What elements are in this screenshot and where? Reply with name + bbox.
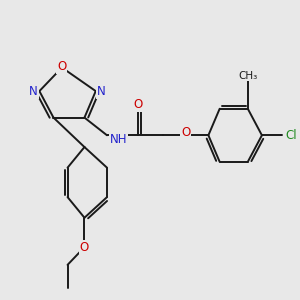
Text: O: O — [181, 126, 190, 140]
Text: N: N — [29, 85, 38, 98]
Text: CH₃: CH₃ — [238, 70, 257, 80]
Text: Cl: Cl — [286, 129, 298, 142]
Text: O: O — [57, 60, 67, 73]
Text: O: O — [80, 241, 89, 254]
Text: N: N — [97, 85, 106, 98]
Text: NH: NH — [110, 133, 127, 146]
Text: O: O — [133, 98, 142, 111]
